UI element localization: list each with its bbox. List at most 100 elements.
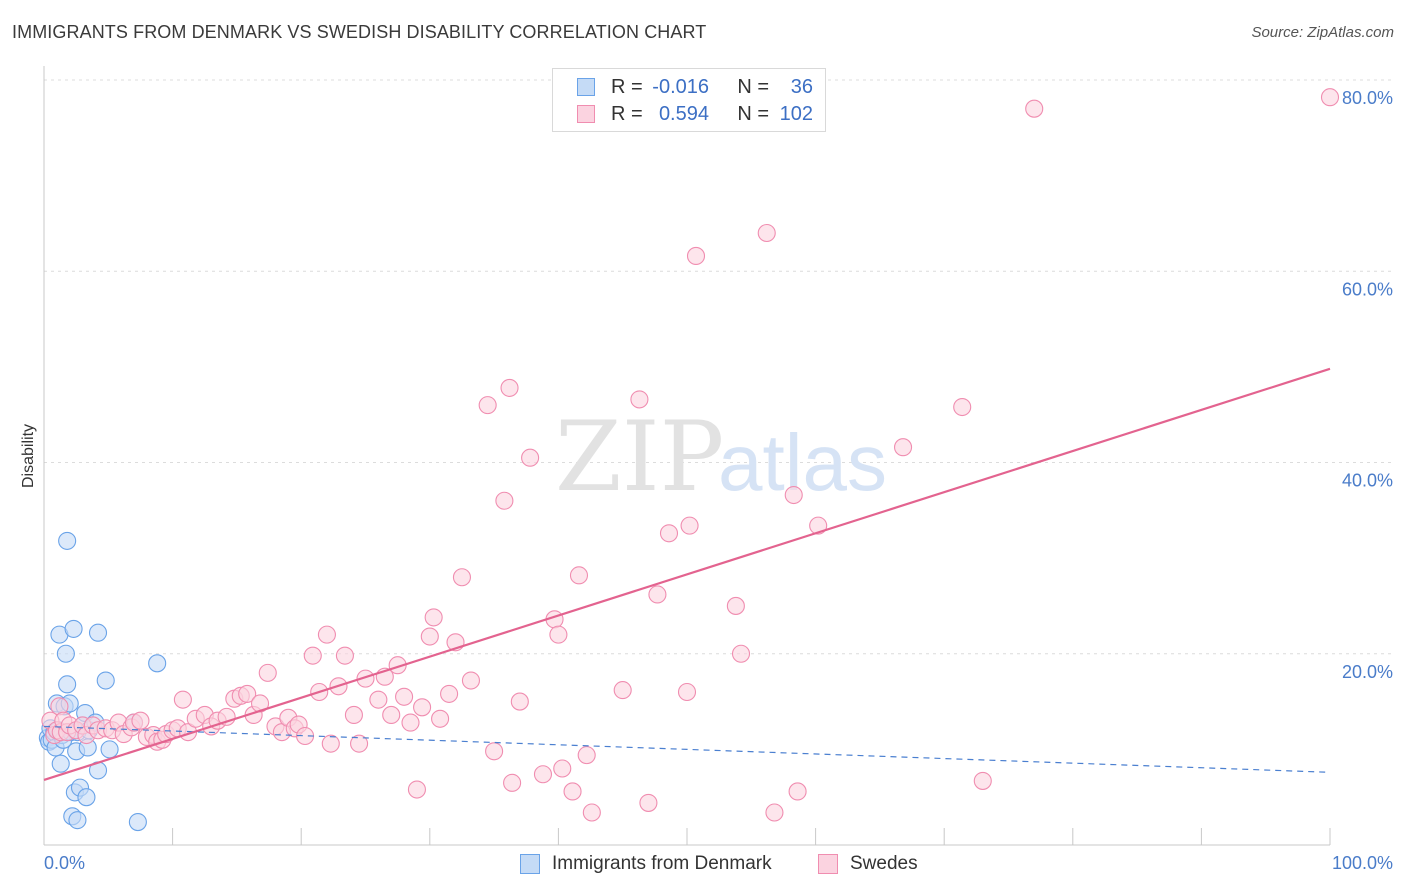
point-denmark-31 — [88, 623, 108, 642]
point-swedes-48 — [317, 625, 336, 644]
point-swedes-27 — [173, 690, 192, 709]
point-denmark-22 — [68, 811, 87, 830]
point-swedes-39 — [258, 663, 277, 682]
watermark: ZIP atlas — [555, 401, 887, 513]
point-swedes-103 — [1025, 99, 1044, 118]
legend-n-value-denmark: 36 — [790, 75, 813, 98]
point-swedes-82 — [569, 566, 589, 585]
point-denmark-26 — [77, 788, 96, 807]
point-swedes-74 — [503, 773, 522, 792]
point-swedes-101 — [953, 397, 972, 417]
point-swedes-59 — [395, 687, 414, 706]
point-swedes-97 — [784, 485, 803, 505]
point-swedes-36 — [238, 684, 257, 703]
legend-r-label: R = — [611, 102, 643, 125]
tick-labels: 20.0% 40.0% 60.0% 80.0% 0.0% 100.0% — [44, 88, 1393, 873]
point-swedes-57 — [382, 705, 401, 725]
trend-line-denmark — [43, 725, 1331, 773]
point-swedes-92 — [686, 246, 706, 265]
legend-box: R = -0.016 N = 36 R = 0.594 N = 102 — [552, 68, 826, 132]
point-swedes-68 — [452, 568, 472, 587]
point-denmark-36 — [128, 812, 147, 832]
point-swedes-98 — [788, 782, 807, 801]
legend-n-label: N = — [737, 75, 769, 98]
point-swedes-94 — [731, 644, 751, 663]
point-swedes-89 — [659, 524, 679, 543]
point-swedes-52 — [344, 705, 363, 725]
y-tick-label-20: 20.0% — [1342, 662, 1393, 682]
legend-row-swedes: R = 0.594 N = 102 — [577, 102, 813, 126]
watermark-zip: ZIP — [555, 401, 724, 513]
y-tick-label-40: 40.0% — [1342, 471, 1393, 491]
bottom-legend-label-denmark: Immigrants from Denmark — [552, 853, 772, 874]
point-swedes-62 — [413, 698, 432, 717]
trend-line-swedes — [43, 367, 1331, 782]
x-tick-label-min: 0.0% — [44, 853, 85, 873]
point-swedes-61 — [407, 780, 426, 799]
legend-n-value-swedes: 102 — [779, 102, 813, 125]
point-denmark-34 — [100, 740, 119, 759]
trend-lines — [43, 367, 1331, 782]
point-swedes-66 — [440, 684, 459, 703]
point-swedes-88 — [648, 585, 667, 604]
point-swedes-85 — [613, 681, 632, 700]
y-tick-label-60: 60.0% — [1342, 279, 1393, 299]
point-swedes-72 — [495, 491, 514, 510]
legend-swatch-swedes — [577, 105, 595, 123]
point-denmark-33 — [96, 671, 115, 690]
point-swedes-53 — [350, 734, 369, 753]
point-swedes-84 — [582, 803, 601, 822]
point-swedes-73 — [500, 378, 519, 397]
x-tick-label-max: 100.0% — [1332, 853, 1393, 873]
point-swedes-76 — [521, 448, 540, 467]
point-denmark-14 — [58, 531, 77, 550]
point-denmark-37 — [148, 654, 167, 673]
point-swedes-79 — [549, 625, 568, 644]
legend-swatch-denmark — [577, 78, 595, 96]
point-swedes-102 — [973, 771, 992, 790]
chart-title: IMMIGRANTS FROM DENMARK VS SWEDISH DISAB… — [12, 22, 707, 42]
bottom-legend-denmark[interactable]: Immigrants from Denmark — [520, 852, 772, 876]
point-swedes-46 — [303, 646, 322, 665]
point-swedes-93 — [726, 596, 745, 615]
bottom-legend-swatch-denmark — [520, 854, 540, 874]
series-denmark-points — [38, 531, 167, 832]
y-axis-title: Disability — [20, 424, 37, 488]
point-swedes-63 — [420, 627, 439, 646]
point-swedes-90 — [680, 516, 699, 535]
point-swedes-91 — [677, 682, 697, 702]
point-swedes-80 — [553, 759, 572, 778]
point-swedes-99 — [809, 516, 828, 535]
point-swedes-49 — [321, 734, 340, 753]
legend-n-label: N = — [737, 102, 769, 125]
point-swedes-96 — [765, 803, 784, 822]
legend-r-value-swedes: 0.594 — [658, 102, 709, 125]
y-tick-label-80: 80.0% — [1342, 88, 1393, 108]
legend-row-denmark: R = -0.016 N = 36 — [577, 75, 813, 99]
point-swedes-81 — [563, 782, 582, 801]
point-denmark-9 — [51, 754, 70, 773]
point-denmark-13 — [56, 644, 75, 663]
legend-r-value-denmark: -0.016 — [652, 75, 709, 98]
watermark-atlas: atlas — [718, 418, 887, 507]
point-swedes-100 — [893, 438, 913, 457]
point-swedes-51 — [335, 646, 354, 665]
point-swedes-75 — [510, 692, 529, 711]
point-swedes-95 — [757, 223, 776, 243]
bottom-legend-swatch-swedes — [818, 854, 838, 874]
point-swedes-64 — [424, 608, 443, 627]
point-swedes-54 — [356, 669, 375, 688]
source-label: Source: ZipAtlas.com — [1251, 24, 1394, 41]
point-denmark-15 — [58, 675, 77, 694]
point-swedes-69 — [461, 671, 481, 690]
point-swedes-55 — [369, 690, 388, 709]
point-swedes-65 — [431, 709, 450, 728]
point-swedes-104 — [1320, 88, 1340, 107]
bottom-legend-swedes[interactable]: Swedes — [818, 852, 918, 876]
point-swedes-19 — [131, 711, 150, 730]
point-swedes-77 — [533, 765, 553, 784]
point-denmark-19 — [64, 619, 83, 638]
point-swedes-70 — [478, 396, 497, 415]
point-swedes-86 — [630, 390, 649, 409]
